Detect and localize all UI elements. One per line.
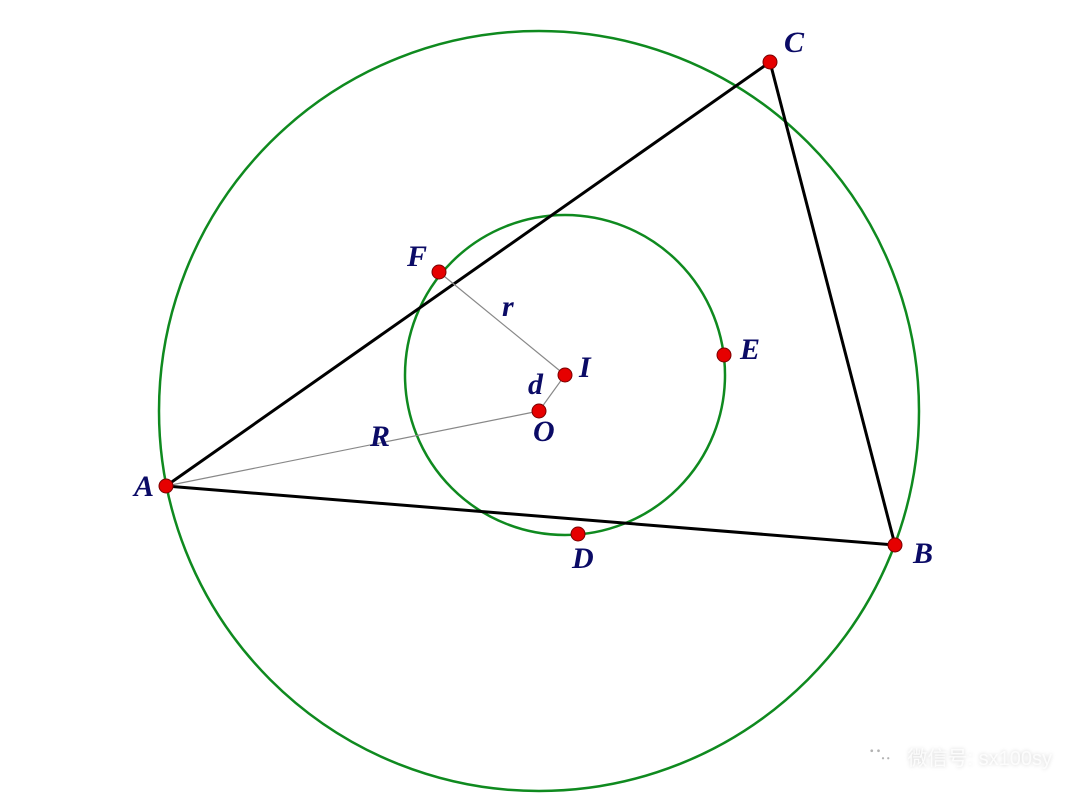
label-A: A (132, 470, 154, 503)
label-F: F (406, 240, 427, 273)
segment-label-r: r (502, 290, 514, 323)
label-B: B (912, 537, 933, 570)
label-D: D (571, 542, 594, 575)
triangle-abc (166, 62, 895, 545)
point-C (763, 55, 777, 69)
point-F (432, 265, 446, 279)
label-I: I (578, 351, 592, 384)
points-group (159, 55, 902, 552)
point-I (558, 368, 572, 382)
point-D (571, 527, 585, 541)
point-E (717, 348, 731, 362)
label-O: O (533, 415, 555, 448)
geometry-diagram: A B C D E F IO Rr d (0, 0, 1080, 802)
segment-label-R: R (369, 420, 390, 453)
segment-r (439, 272, 565, 375)
label-E: E (739, 333, 760, 366)
point-A (159, 479, 173, 493)
segment-label-d: d (528, 368, 544, 401)
segment-labels-group: Rr d (369, 290, 544, 453)
point-B (888, 538, 902, 552)
label-C: C (784, 26, 805, 59)
